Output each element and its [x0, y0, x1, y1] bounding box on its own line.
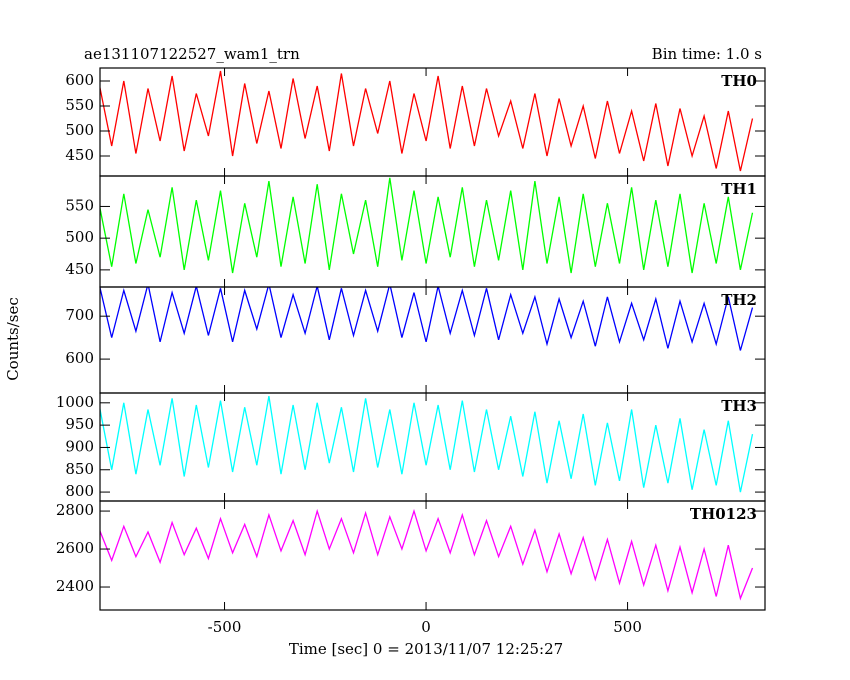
panel-frame [99, 392, 766, 502]
chart-subtitle: Bin time: 1.0 s [652, 45, 762, 63]
y-tick-label: 700 [65, 306, 94, 324]
series-name: TH0123 [690, 505, 757, 523]
x-tick-label: 0 [421, 618, 431, 636]
y-tick-label: 500 [65, 228, 94, 246]
y-tick-label: 550 [65, 96, 94, 114]
panel-frame [99, 500, 766, 611]
y-tick-label: 550 [65, 196, 94, 214]
y-tick-label: 2400 [56, 577, 94, 595]
chart-title: ae131107122527_wam1_trn [84, 45, 300, 63]
y-tick-label: 950 [65, 415, 94, 433]
y-tick-label: 1000 [56, 393, 94, 411]
panel [100, 177, 754, 274]
panel-frame [99, 67, 766, 177]
y-tick-label: 600 [65, 71, 94, 89]
y-axis-label: Counts/sec [4, 297, 22, 381]
y-tick-label: 850 [65, 460, 94, 478]
panel [100, 395, 754, 493]
series-line [100, 177, 754, 274]
y-tick-label: 2600 [56, 539, 94, 557]
x-axis-label: Time [sec] 0 = 2013/11/07 12:25:27 [289, 640, 563, 658]
y-tick-label: 450 [65, 260, 94, 278]
y-tick-label: 600 [65, 349, 94, 367]
panel [100, 70, 754, 172]
series-line [100, 287, 754, 351]
series-name: TH3 [721, 397, 757, 415]
panel [100, 287, 754, 351]
x-tick-label: 500 [613, 618, 642, 636]
y-tick-label: 800 [65, 482, 94, 500]
y-tick-label: 900 [65, 437, 94, 455]
y-tick-label: 2800 [56, 501, 94, 519]
x-tick-label: -500 [208, 618, 242, 636]
series-name: TH2 [721, 291, 757, 309]
y-tick-label: 500 [65, 121, 94, 139]
y-tick-label: 450 [65, 146, 94, 164]
series-name: TH1 [721, 180, 757, 198]
series-line [100, 70, 754, 172]
series-line [100, 395, 754, 493]
series-name: TH0 [721, 72, 757, 90]
panel [100, 508, 754, 601]
series-line [100, 508, 754, 601]
